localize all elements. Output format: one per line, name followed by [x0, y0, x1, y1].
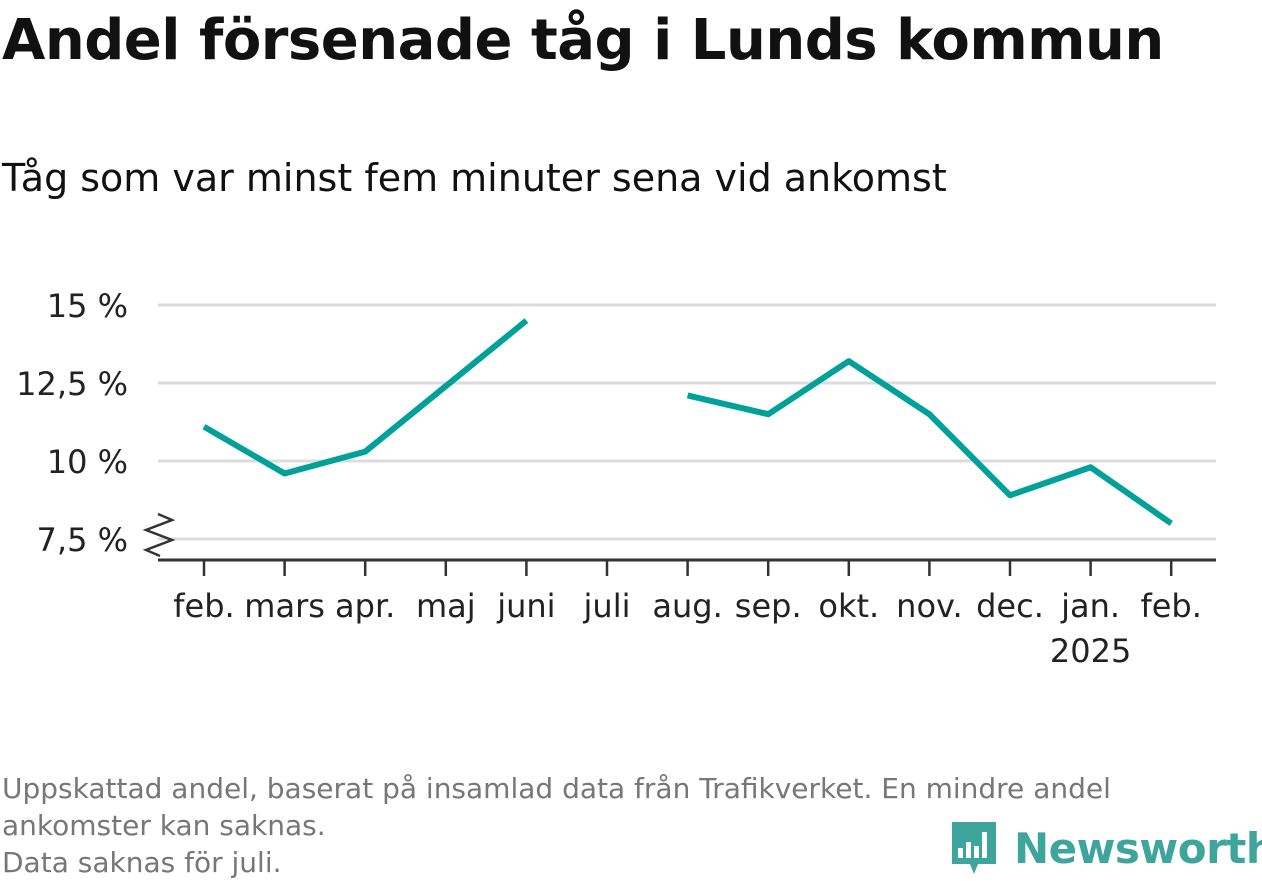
y-axis-labels: 7,5 % 10 % 12,5 % 15 %	[16, 287, 172, 559]
y-tick-label: 7,5 %	[37, 521, 128, 559]
x-tick-label: juli	[583, 587, 631, 625]
x-tick-label: okt.	[818, 587, 879, 625]
x-tick-label: jan.	[1060, 587, 1120, 625]
x-tick-label: maj	[416, 587, 476, 625]
newsworthy-logo-icon	[948, 818, 1000, 878]
y-tick-label: 12,5 %	[16, 365, 128, 403]
series-line-segment	[688, 361, 1172, 523]
x-year-label: 2025	[1050, 632, 1131, 670]
x-tick-label: feb.	[1140, 587, 1201, 625]
x-tick-label: juni	[496, 587, 555, 625]
y-tick-label: 15 %	[47, 287, 128, 325]
grid-lines	[158, 305, 1216, 539]
y-tick-label: 10 %	[47, 443, 128, 481]
series-line-segment	[204, 321, 526, 474]
newsworthy-logo-text: Newsworthy	[1014, 824, 1262, 873]
x-tick-label: nov.	[896, 587, 962, 625]
newsworthy-logo[interactable]: Newsworthy	[948, 818, 1262, 878]
x-tick-label: aug.	[652, 587, 722, 625]
x-tick-label: sep.	[735, 587, 802, 625]
series-lines	[204, 321, 1171, 524]
axis-break-icon	[146, 514, 172, 556]
x-tick-label: apr.	[335, 587, 395, 625]
x-tick-label: dec.	[976, 587, 1044, 625]
footnote-line-1: Uppskattad andel, baserat på insamlad da…	[2, 770, 1252, 807]
x-tick-label: mars	[244, 587, 325, 625]
x-tick-label: feb.	[173, 587, 234, 625]
